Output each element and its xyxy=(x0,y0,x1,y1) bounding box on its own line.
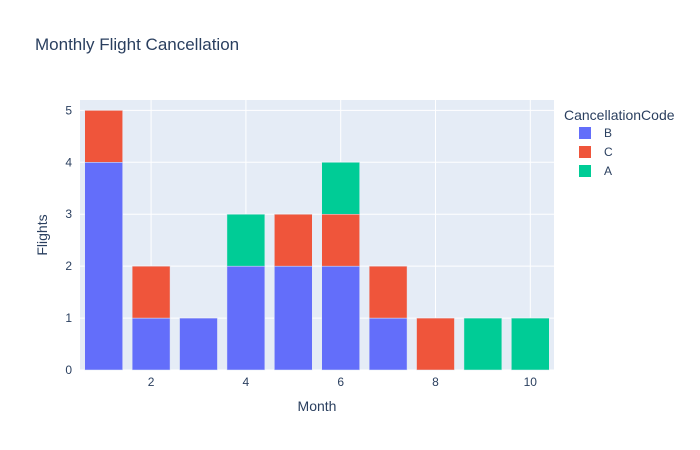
bar-segment-B[interactable] xyxy=(131,317,171,371)
bar-segment-A[interactable] xyxy=(511,317,550,371)
legend-item-C[interactable]: C xyxy=(579,145,613,159)
bar-segment-A[interactable] xyxy=(463,317,503,371)
legend-label: B xyxy=(604,126,612,140)
y-tick-label: 3 xyxy=(65,207,72,221)
bar-segment-A[interactable] xyxy=(321,162,360,215)
legend[interactable]: CancellationCode BCA xyxy=(564,107,675,178)
y-tick-label: 2 xyxy=(65,259,72,273)
legend-swatch xyxy=(579,127,591,139)
bar-segment-C[interactable] xyxy=(416,317,455,371)
x-axis-title: Month xyxy=(298,398,337,414)
legend-title: CancellationCode xyxy=(564,107,675,123)
legend-label: A xyxy=(604,164,612,178)
legend-swatch xyxy=(579,165,591,177)
y-tick-labels: 0 1 2 3 4 5 xyxy=(65,103,72,377)
bar-segment-B[interactable] xyxy=(321,265,360,371)
legend-items[interactable]: BCA xyxy=(579,126,613,178)
bar-segment-B[interactable] xyxy=(179,317,218,371)
legend-label: C xyxy=(604,145,613,159)
legend-item-B[interactable]: B xyxy=(579,126,612,140)
bars xyxy=(84,110,550,371)
bar-segment-A[interactable] xyxy=(226,213,266,267)
bar-segment-B[interactable] xyxy=(84,162,123,371)
chart-title: Monthly Flight Cancellation xyxy=(35,35,239,54)
bar-segment-C[interactable] xyxy=(321,213,360,267)
x-tick-label: 8 xyxy=(432,375,439,389)
bar-segment-C[interactable] xyxy=(131,265,171,319)
x-tick-labels: 2 4 6 8 10 xyxy=(148,375,538,389)
bar-segment-B[interactable] xyxy=(368,317,408,371)
x-tick-label: 2 xyxy=(148,375,155,389)
y-axis-title: Flights xyxy=(34,214,50,255)
legend-item-A[interactable]: A xyxy=(579,164,612,178)
legend-swatch xyxy=(579,146,591,158)
bar-segment-B[interactable] xyxy=(274,265,313,371)
bar-segment-C[interactable] xyxy=(274,213,313,267)
y-tick-label: 5 xyxy=(65,103,72,117)
bar-segment-B[interactable] xyxy=(226,265,266,371)
x-tick-label: 4 xyxy=(243,375,250,389)
bar-segment-C[interactable] xyxy=(368,265,408,319)
y-tick-label: 4 xyxy=(65,155,72,169)
bar-segment-C[interactable] xyxy=(84,110,123,163)
y-tick-label: 1 xyxy=(65,311,72,325)
x-tick-label: 10 xyxy=(524,375,538,389)
x-tick-label: 6 xyxy=(337,375,344,389)
y-tick-label: 0 xyxy=(65,363,72,377)
